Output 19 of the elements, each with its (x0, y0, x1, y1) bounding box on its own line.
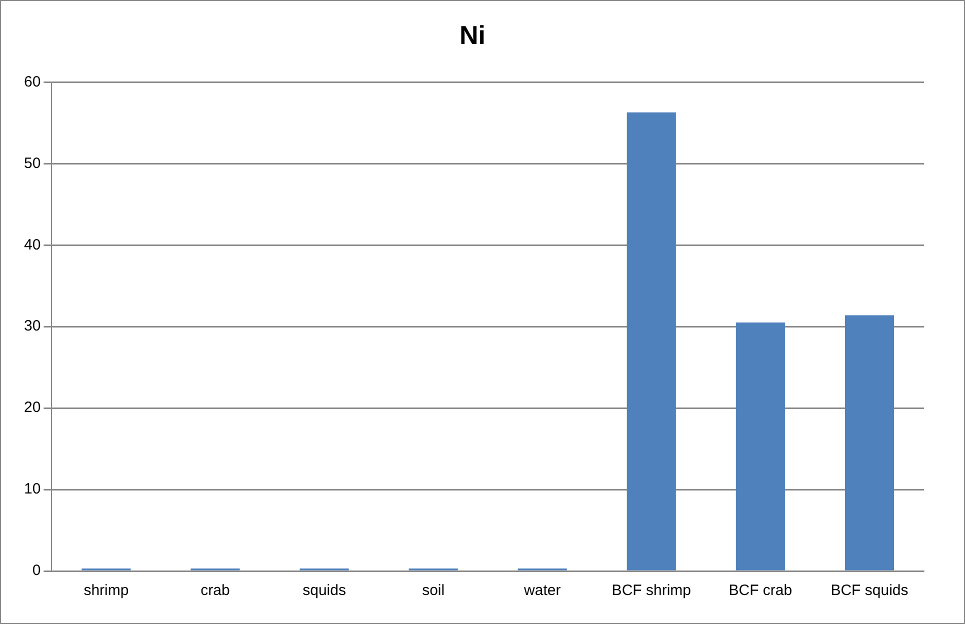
x-tick-label: BCF crab (728, 582, 792, 600)
y-tick-label: 10 (24, 480, 41, 498)
y-tick-label: 30 (24, 318, 41, 335)
x-tick-label: BCF squids (830, 582, 908, 600)
bar (736, 322, 785, 570)
bar (844, 315, 894, 570)
x-tick-label: crab (200, 582, 230, 600)
y-tick-label: 60 (24, 73, 41, 90)
y-tick-label: 50 (24, 154, 41, 172)
x-tick-label: water (523, 582, 561, 600)
x-tick-label: soil (422, 582, 445, 600)
bar (626, 112, 676, 570)
chart-title: Ni (460, 20, 486, 50)
x-tick-label: squids (302, 582, 346, 600)
x-tick-label: shrimp (84, 582, 129, 600)
x-tick-label: BCF shrimp (612, 582, 691, 600)
y-tick-label: 40 (24, 236, 41, 254)
y-tick-label: 0 (32, 562, 41, 580)
y-tick-label: 20 (24, 399, 41, 416)
